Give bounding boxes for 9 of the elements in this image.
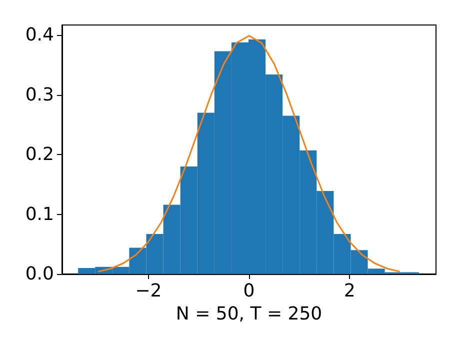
x-tick-label: 0 bbox=[243, 280, 255, 302]
x-axis-title: N = 50, T = 250 bbox=[176, 303, 322, 324]
y-tick-label: 0.1 bbox=[25, 204, 54, 225]
x-tick-label: −2 bbox=[135, 280, 162, 302]
y-tick-label: 0.0 bbox=[25, 264, 54, 284]
y-tick-label: 0.3 bbox=[25, 84, 54, 106]
y-tick-label: 0.4 bbox=[25, 24, 54, 46]
x-tick-label: 2 bbox=[344, 280, 356, 302]
y-tick-label: 0.2 bbox=[25, 144, 54, 166]
